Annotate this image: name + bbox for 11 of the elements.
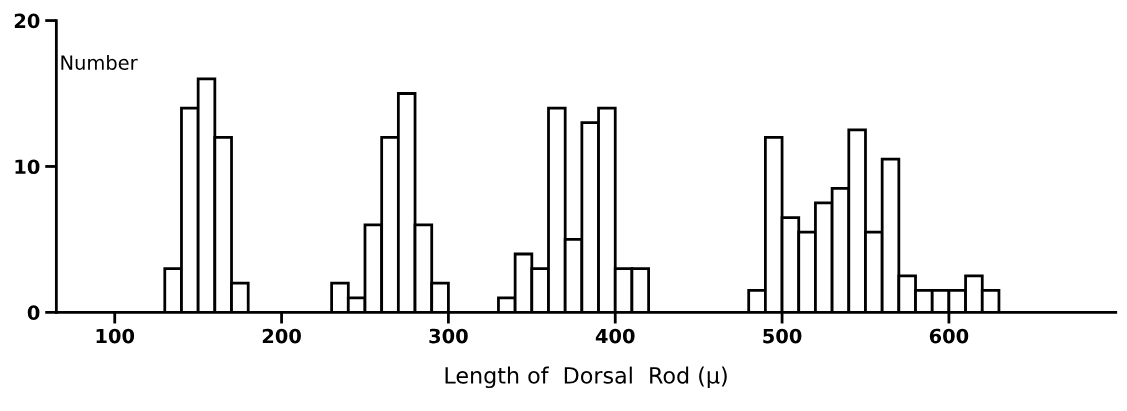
y-tick-label: 10 [15,159,40,175]
x-tick-label: 500 [763,328,802,344]
x-axis-title: Length of Dorsal Rod (μ) [445,366,727,389]
x-tick-label: 400 [595,328,635,344]
y-axis-title: Number [61,54,138,70]
x-tick-label: 100 [96,328,135,344]
y-tick-label: 20 [14,13,40,29]
x-tick-label: 600 [929,328,969,344]
y-tick-label: 0 [27,305,40,321]
x-tick-label: 300 [429,328,468,344]
x-tick-label: 200 [262,328,301,344]
